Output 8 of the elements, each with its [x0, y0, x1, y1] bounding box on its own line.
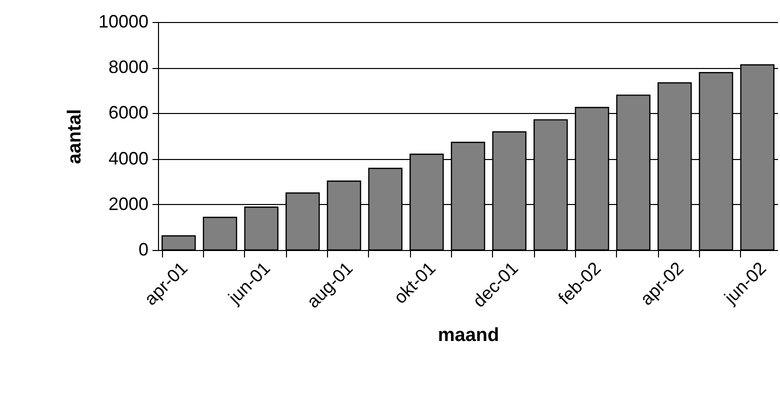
- y-tick-label: 10000: [98, 12, 148, 32]
- y-tick-label: 4000: [108, 148, 148, 168]
- y-tick-label: 8000: [108, 57, 148, 78]
- y-tick-label: 2000: [108, 194, 148, 214]
- y-axis-title: aantal: [64, 109, 86, 164]
- x-axis-title: maand: [438, 324, 500, 346]
- y-tick-label: 6000: [108, 102, 148, 123]
- y-tick-label: 0: [138, 240, 148, 260]
